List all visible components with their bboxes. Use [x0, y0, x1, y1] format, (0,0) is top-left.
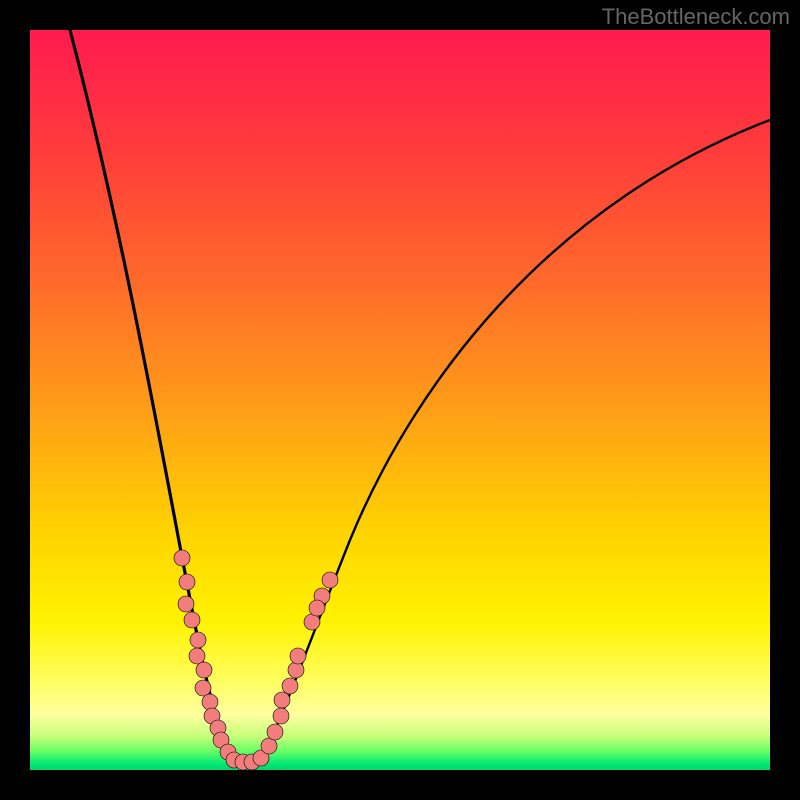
data-marker — [189, 648, 205, 664]
plot-area — [30, 30, 770, 770]
data-marker — [261, 738, 277, 754]
data-marker — [309, 600, 325, 616]
data-marker — [267, 724, 283, 740]
data-marker — [290, 648, 306, 664]
data-marker — [322, 572, 338, 588]
bottleneck-chart — [0, 0, 800, 800]
data-marker — [273, 708, 289, 724]
data-marker — [282, 678, 298, 694]
data-marker — [190, 632, 206, 648]
data-marker — [196, 662, 212, 678]
data-marker — [288, 662, 304, 678]
data-marker — [304, 614, 320, 630]
data-marker — [179, 574, 195, 590]
stage: TheBottleneck.com — [0, 0, 800, 800]
data-marker — [184, 612, 200, 628]
data-marker — [178, 596, 194, 612]
data-marker — [274, 692, 290, 708]
watermark-text: TheBottleneck.com — [602, 4, 790, 30]
data-marker — [174, 550, 190, 566]
data-marker — [195, 680, 211, 696]
data-marker — [202, 694, 218, 710]
